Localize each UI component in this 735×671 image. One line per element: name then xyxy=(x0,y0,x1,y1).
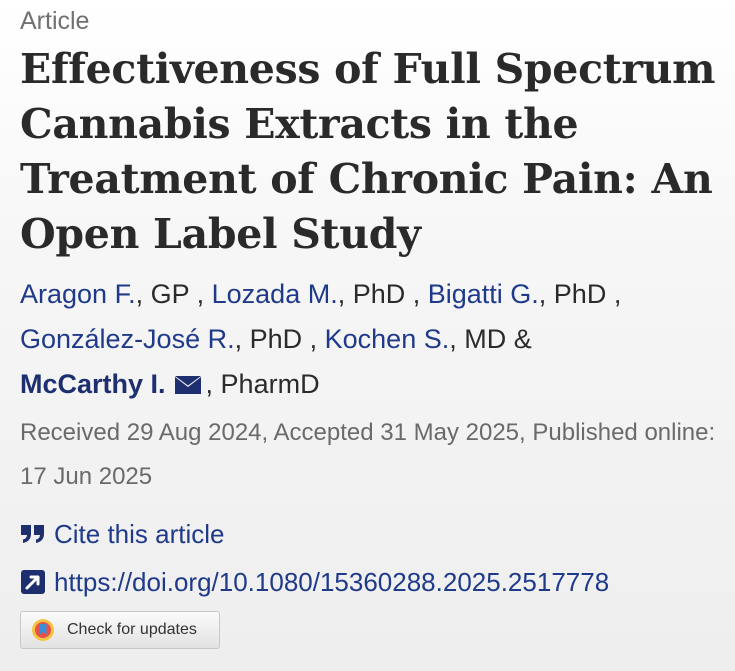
article-header: Article Effectiveness of Full Spectrum C… xyxy=(20,6,720,649)
author-degree: , MD xyxy=(449,324,507,354)
article-type-label: Article xyxy=(20,7,90,35)
author-degree: , PhD xyxy=(234,324,303,354)
article-title: Effectiveness of Full Spectrum Cannabis … xyxy=(20,45,716,258)
author-separator: & xyxy=(506,324,532,354)
author-list: Aragon F., GP , Lozada M., PhD , Bigatti… xyxy=(20,272,720,409)
check-for-updates-label: Check for updates xyxy=(67,621,197,638)
doi-row[interactable]: https://doi.org/10.1080/15360288.2025.25… xyxy=(20,565,720,599)
author-entry: Aragon F., GP , xyxy=(20,279,212,309)
author-separator: , xyxy=(302,324,325,354)
author-degree: , PhD xyxy=(538,279,607,309)
author-degree: , PhD xyxy=(337,279,406,309)
author-degree: , GP xyxy=(135,279,190,309)
author-link[interactable]: González-José R. xyxy=(20,324,235,354)
quote-icon xyxy=(20,521,46,547)
author-separator: , xyxy=(405,279,428,309)
external-link-icon xyxy=(20,569,46,595)
author-link[interactable]: Bigatti G. xyxy=(427,279,539,309)
author-separator: , xyxy=(189,279,212,309)
publication-dates: Received 29 Aug 2024, Accepted 31 May 20… xyxy=(20,419,716,490)
author-link[interactable]: Kochen S. xyxy=(324,324,450,354)
author-entry: González-José R., PhD , xyxy=(20,324,325,354)
author-entry: Lozada M., PhD , xyxy=(212,279,428,309)
crossmark-icon xyxy=(31,618,55,642)
corresponding-author-link[interactable]: McCarthy I. xyxy=(20,369,166,399)
author-link[interactable]: Lozada M. xyxy=(211,279,338,309)
author-entry: Bigatti G., PhD , xyxy=(428,279,622,309)
author-link[interactable]: Aragon F. xyxy=(20,279,136,309)
mail-icon[interactable] xyxy=(174,364,202,409)
author-degree: , PharmD xyxy=(205,369,320,399)
author-entry: Kochen S., MD & xyxy=(325,324,532,354)
doi-link[interactable]: https://doi.org/10.1080/15360288.2025.25… xyxy=(54,567,610,597)
cite-row[interactable]: Cite this article xyxy=(20,517,720,551)
check-for-updates-button[interactable]: Check for updates xyxy=(20,611,220,649)
cite-this-article-link[interactable]: Cite this article xyxy=(54,519,225,549)
author-entry: McCarthy I. , PharmD xyxy=(20,369,320,399)
author-separator: , xyxy=(606,279,622,309)
